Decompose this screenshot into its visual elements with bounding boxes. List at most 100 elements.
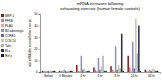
bar (96, 71, 98, 72)
bar (62, 71, 64, 72)
legend-item: ELx (1, 49, 11, 53)
legend-swatch (1, 44, 4, 47)
bar (154, 70, 156, 72)
tick: 0 (36, 70, 40, 74)
bar (68, 71, 70, 72)
legend-label: COV-14 (5, 39, 16, 43)
bar (110, 66, 112, 72)
legend-swatch (1, 24, 4, 27)
legend-item: CORE5 (1, 34, 16, 38)
bar (155, 71, 157, 72)
bar (54, 71, 56, 72)
bar (129, 67, 131, 72)
tick-label: 50 (34, 12, 38, 16)
bar (148, 71, 150, 72)
bar (112, 70, 114, 72)
tick-label: 30 (34, 36, 38, 40)
bar (70, 71, 72, 72)
bar (78, 71, 80, 72)
bar (122, 71, 124, 72)
tick: 0 Minutes (59, 72, 73, 78)
tick: 4 hr (80, 72, 85, 78)
bar (121, 34, 123, 72)
y-axis: 0 10 20 30 40 50 (34, 12, 40, 74)
legend-label: Ref x (5, 54, 13, 58)
bar (145, 70, 147, 72)
bar (82, 70, 84, 72)
legend-item: B4 adrenergic (1, 29, 24, 33)
legend-label: MKP-1 (5, 14, 15, 18)
tick-label: 20 (34, 47, 38, 51)
legend-item: COV-14 (1, 39, 16, 43)
tick-label: 6 hr (97, 74, 102, 78)
tick-label: 8 hr (115, 74, 120, 78)
bar (152, 69, 154, 72)
bar (104, 71, 106, 72)
tick-mark (39, 49, 41, 50)
chart: 01020304050Before0 Minutes4 hr6 hr8 hr24… (0, 0, 162, 80)
legend-swatch (1, 34, 4, 37)
tick-label: 0 Minutes (59, 74, 73, 78)
legend-swatch (1, 14, 4, 17)
x-axis: Before0 Minutes4 hr6 hr8 hr24 hr48 hr (41, 72, 161, 78)
y-axis-label: ratio mRNA after exercise/before exercis… (28, 18, 32, 67)
bar (59, 71, 61, 72)
tick-mark (39, 72, 41, 73)
tick: 50 (34, 12, 40, 16)
legend-item: MKP-1 (1, 14, 15, 18)
legend-swatch (1, 49, 4, 52)
tick: 48 hr (148, 72, 155, 78)
bar (119, 69, 121, 72)
bar (87, 71, 89, 72)
bar (132, 42, 134, 72)
bar (102, 56, 104, 72)
legend-swatch (1, 39, 4, 42)
tick-label: 0 (36, 70, 38, 74)
bar (60, 71, 62, 72)
tick: 10 (34, 59, 40, 63)
bar-series (54, 71, 158, 72)
tick-label: 40 (34, 24, 38, 28)
tick: 6 hr (97, 72, 102, 78)
bar (49, 71, 51, 72)
bar (105, 71, 107, 72)
bar (71, 71, 73, 72)
bar-series (49, 19, 153, 72)
bar-series (42, 56, 146, 72)
legend-swatch (1, 19, 4, 22)
bar (48, 71, 50, 72)
tick: 24 hr (131, 72, 138, 78)
bar (134, 69, 136, 72)
bar (98, 58, 100, 72)
bar (101, 66, 103, 72)
bar (138, 26, 140, 72)
bar (46, 71, 48, 72)
bar-series (43, 67, 147, 72)
legend-label: PFKB (5, 19, 13, 23)
tick-mark (39, 37, 41, 38)
legend-label: B4 adrenergic (5, 29, 24, 33)
legend: MKP-1PFKBPLAUB4 adrenergicCORE5COV-14Tal… (1, 14, 24, 58)
tick: 40 (34, 24, 40, 28)
bar (88, 71, 90, 72)
legend-item: Ref x (1, 54, 13, 58)
bar (151, 71, 153, 72)
tick-mark (39, 26, 41, 27)
tick-mark (39, 60, 41, 61)
tick: 20 (34, 47, 40, 51)
bar (93, 67, 95, 72)
bar (51, 71, 53, 72)
bar (157, 71, 159, 72)
bar (140, 71, 142, 72)
tick-label: 10 (34, 59, 38, 63)
bar (118, 65, 120, 72)
bar (79, 71, 81, 72)
tick-label: 24 hr (131, 74, 138, 78)
legend-label: ELx (5, 49, 11, 53)
bar (84, 69, 86, 72)
bar (81, 56, 83, 72)
tick: 8 hr (115, 72, 120, 78)
bar (130, 71, 132, 72)
plot-area (42, 19, 159, 72)
legend-item: PLAU (1, 24, 13, 28)
